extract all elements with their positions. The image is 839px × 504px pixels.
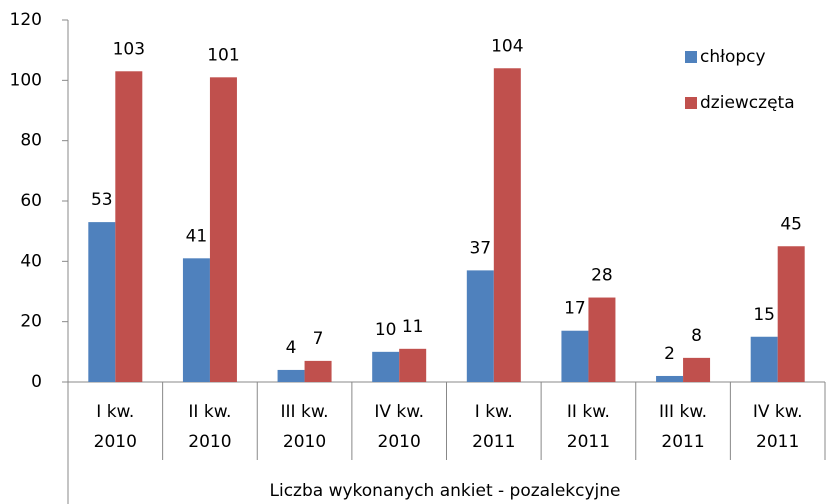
bar: [209, 77, 237, 383]
y-tick-label: 0: [31, 372, 42, 392]
bar: [588, 297, 616, 382]
data-label: 104: [491, 36, 523, 56]
data-label: 101: [207, 45, 239, 65]
bar: [88, 222, 116, 382]
bar: [115, 71, 143, 383]
data-label: 7: [313, 329, 324, 349]
bar: [466, 270, 494, 382]
data-label: 45: [780, 214, 802, 234]
x-tick-label: IV kw. 2011: [753, 402, 803, 452]
bar: [182, 258, 210, 382]
y-tick-label: 20: [20, 312, 42, 332]
bar: [493, 68, 521, 383]
bar: [372, 351, 400, 382]
x-tick-label: II kw. 2010: [188, 402, 231, 452]
data-label: 4: [286, 338, 297, 358]
bar: [304, 360, 332, 382]
bar: [399, 348, 427, 382]
data-label: 28: [591, 266, 613, 286]
bar: [777, 246, 805, 382]
data-label: 11: [402, 317, 424, 337]
bar: [561, 330, 589, 382]
data-label: 37: [469, 238, 491, 258]
y-tick-label: 80: [20, 131, 42, 151]
legend-swatch: [685, 97, 697, 109]
x-tick-label: I kw. 2011: [472, 402, 515, 452]
x-axis-title: Liczba wykonanych ankiet - pozalekcyjne: [270, 481, 621, 501]
data-label: 10: [375, 320, 397, 340]
y-tick-label: 60: [20, 191, 42, 211]
data-label: 103: [113, 39, 145, 59]
legend-swatch: [685, 51, 697, 63]
data-label: 17: [564, 299, 586, 319]
data-label: 41: [186, 226, 208, 246]
legend-label: chłopcy: [700, 47, 766, 67]
data-label: 2: [664, 344, 675, 364]
y-tick-label: 100: [10, 70, 42, 90]
bar: [656, 375, 684, 382]
data-label: 8: [691, 326, 702, 346]
x-tick-label: I kw. 2010: [94, 402, 137, 452]
data-label: 53: [91, 190, 113, 210]
y-tick-label: 40: [20, 251, 42, 271]
y-tick-label: 120: [10, 10, 42, 30]
x-tick-label: IV kw. 2010: [374, 402, 424, 452]
x-tick-label: III kw. 2010: [281, 402, 329, 452]
data-label: 15: [753, 305, 775, 325]
x-tick-label: II kw. 2011: [567, 402, 610, 452]
x-tick-label: III kw. 2011: [659, 402, 707, 452]
legend-label: dziewczęta: [700, 93, 795, 113]
bar: [277, 369, 305, 382]
bar: [683, 357, 711, 382]
bar: [750, 336, 778, 382]
